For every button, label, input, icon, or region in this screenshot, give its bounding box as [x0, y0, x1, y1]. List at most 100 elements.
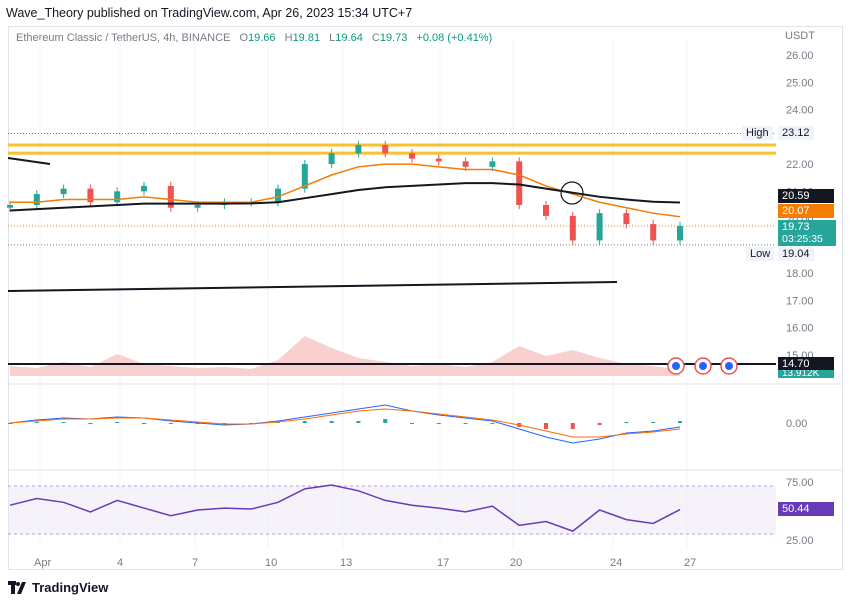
open-value: 19.66 [248, 32, 276, 44]
candle-body [167, 185, 174, 208]
macd-hist-bar [329, 421, 334, 423]
low-tag-label: Low [746, 247, 775, 261]
chart-frame[interactable] [8, 26, 843, 570]
candle-body [7, 205, 13, 208]
macd-hist-bar [8, 423, 12, 424]
news-flag-icon [667, 357, 685, 375]
time-tick-label: 13 [340, 557, 352, 569]
rsi-lower-label: 25.00 [786, 535, 814, 547]
moving-averages [9, 163, 681, 218]
macd-hist-bar [142, 423, 146, 424]
macd-hist-bar [410, 423, 414, 424]
macd-hist-bar [383, 419, 388, 423]
ma50-tag: 20.07 [778, 204, 834, 218]
candle-body [194, 205, 201, 208]
macd-hist-bar [168, 423, 173, 424]
volume-bars [8, 336, 776, 376]
macd-line [9, 404, 681, 444]
rsi-pane: 75.00 25.00 [8, 477, 814, 547]
low-value: 19.64 [335, 32, 363, 44]
candle-body [275, 188, 281, 203]
news-flag-icon [694, 357, 712, 375]
publisher-line: Wave_Theory published on TradingView.com… [6, 6, 413, 20]
candles [7, 140, 683, 245]
rsi-upper-label: 75.00 [786, 477, 814, 489]
high-value: 19.81 [292, 32, 321, 44]
tradingview-wordmark: TradingView [32, 580, 109, 595]
macd-hist-bar [651, 422, 656, 423]
candle-body [328, 153, 335, 165]
candle-body [382, 145, 389, 154]
candle-body [462, 161, 469, 167]
tradingview-logo-icon [8, 580, 26, 594]
signal-line [9, 408, 681, 438]
high-label: H [284, 32, 293, 44]
rsi-band [8, 486, 776, 534]
rsi-tag: 50.44 [778, 502, 834, 516]
macd-hist-bar [490, 423, 495, 424]
candle-body [489, 161, 496, 167]
candle-body [114, 191, 121, 203]
symbol-legend: Ethereum Classic / TetherUS, 4h, BINANCE… [16, 32, 492, 44]
price-tick-label: 18.00 [786, 268, 814, 280]
time-tick-label: 20 [510, 557, 522, 569]
close-label: C [371, 32, 380, 44]
macd-hist-bar [436, 423, 441, 424]
price-tick-label: 22.00 [786, 159, 814, 171]
high-tag-label: High [742, 126, 773, 140]
last-price: 19.73 [782, 221, 810, 233]
time-tick-label: 24 [610, 557, 622, 569]
candle-body [141, 185, 147, 192]
price-tick-label: 17.00 [786, 295, 814, 307]
volume-line-tag: 14.70 [778, 357, 834, 371]
candle-body [677, 226, 683, 241]
candle-body [60, 188, 67, 195]
high-tag-value: 23.12 [778, 126, 814, 140]
time-axis: Apr 4 7 10 13 17 20 24 27 [34, 557, 696, 569]
macd-hist-bar [61, 422, 66, 423]
candle-body [623, 213, 630, 225]
rsi-line [9, 484, 681, 532]
candle-body [569, 215, 576, 241]
time-tick-label: 27 [684, 557, 696, 569]
tradingview-footer: TradingView [8, 580, 108, 595]
macd-pane: 0.00 [8, 383, 843, 471]
ma200-tag: 20.59 [778, 189, 834, 203]
grid [39, 40, 688, 548]
candle-body [301, 164, 308, 189]
ema-50-line [10, 163, 681, 218]
ema-200-line [9, 182, 681, 212]
candle-body [596, 213, 603, 241]
candle-body [650, 224, 657, 241]
trend-line-lower [7, 281, 618, 292]
candle-body [516, 161, 523, 205]
news-flag-icon [720, 357, 738, 375]
macd-zero-label: 0.00 [786, 418, 807, 430]
volume-value-tag: 13.912K [778, 370, 834, 378]
last-price-tag: 19.73 03:25:35 [778, 220, 836, 246]
candle-body [33, 194, 40, 205]
macd-hist-bar [88, 423, 93, 424]
time-tick-label: 7 [192, 557, 198, 569]
macd-hist-bar [544, 423, 548, 429]
price-axis: 26.0025.0024.0022.0021.0020.0018.0017.00… [786, 50, 814, 362]
price-tick-label: 26.00 [786, 50, 814, 62]
macd-hist-bar [678, 421, 682, 423]
price-tick-label: 24.00 [786, 105, 814, 117]
time-tick-label: 10 [265, 557, 277, 569]
time-tick-label: Apr [34, 557, 51, 569]
change-value: +0.08 (+0.41%) [416, 32, 493, 44]
candle-body [543, 205, 549, 216]
macd-hist-bar [597, 423, 602, 425]
volume-area [10, 336, 680, 376]
macd-hist-bar [570, 423, 575, 429]
candle-countdown: 03:25:35 [782, 233, 823, 245]
open-label: O [239, 32, 249, 44]
candle-body [87, 188, 94, 203]
macd-hist-bar [463, 423, 468, 424]
level-lines [7, 133, 776, 292]
time-tick-label: 4 [117, 557, 123, 569]
candle-body [409, 153, 415, 159]
